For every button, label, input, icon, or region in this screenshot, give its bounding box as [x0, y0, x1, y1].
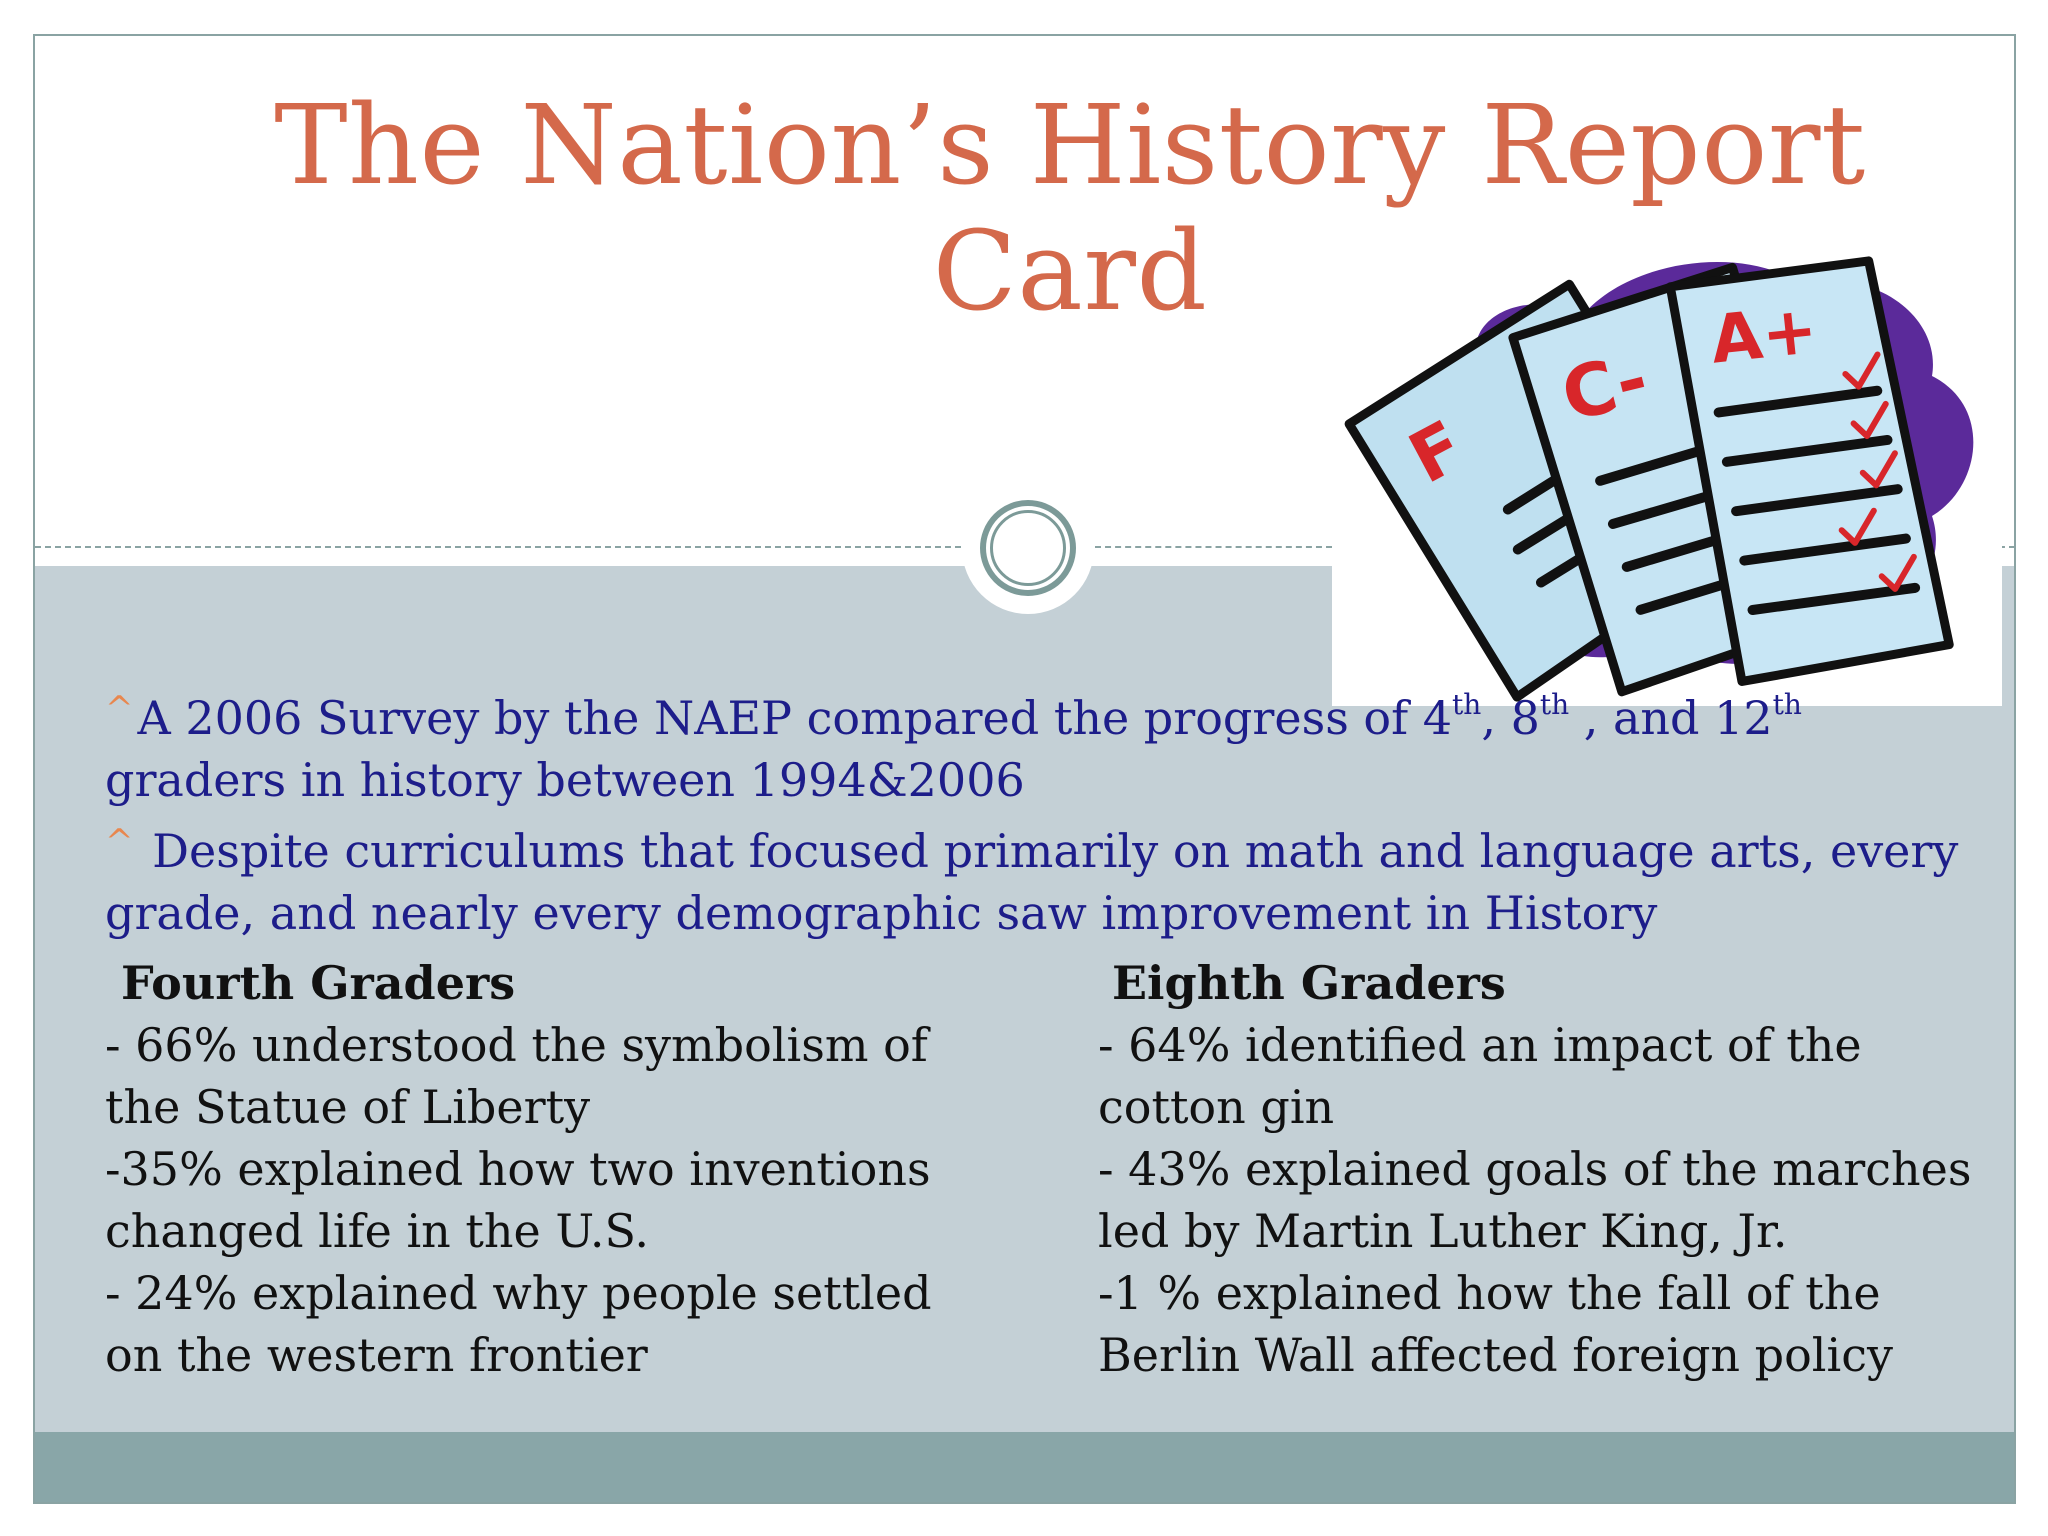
fourth-item-2: -35% explained how two inventions change…: [105, 1142, 931, 1258]
intro-paragraph-2: ^ Despite curriculums that focused prima…: [105, 811, 1965, 944]
slide-frame: The Nation’s History Report Card F C- A: [33, 34, 2016, 1504]
intro-p2-text: Despite curriculums that focused primari…: [105, 824, 1959, 940]
title-line-1: The Nation’s History Report: [274, 81, 1866, 209]
caret-bullet-icon: ^: [105, 689, 134, 729]
slide-title: The Nation’s History Report Card: [175, 82, 1965, 334]
eighth-item-3: -1 % explained how the fall of the Berli…: [1098, 1266, 1893, 1382]
intro-text: ^A 2006 Survey by the NAEP compared the …: [105, 678, 1965, 944]
fourth-graders-heading: Fourth Graders: [121, 956, 516, 1010]
intro-p1-part-d: graders in history between 1994&2006: [105, 753, 1025, 807]
caret-bullet-icon: ^: [105, 822, 134, 862]
fourth-item-3: - 24% explained why people settled on th…: [105, 1266, 932, 1382]
report-cards-clipart-icon: F C- A+: [1332, 226, 2002, 706]
divider-circle-ring-icon: [980, 500, 1076, 596]
eighth-item-2: - 43% explained goals of the marches led…: [1098, 1142, 1972, 1258]
report-card-a-plus: A+: [1665, 256, 1954, 686]
intro-paragraph-1: ^A 2006 Survey by the NAEP compared the …: [105, 678, 1965, 811]
fourth-graders-column: Fourth Graders - 66% understood the symb…: [105, 952, 985, 1386]
intro-p1-sup-b: th: [1539, 688, 1570, 721]
footer-band: [35, 1432, 2014, 1502]
intro-p1-sup-c: th: [1772, 688, 1802, 721]
divider-dashed-left: [35, 546, 961, 548]
grade-c-minus-text: C-: [1554, 336, 1656, 438]
intro-p1-part-b: , 8: [1481, 691, 1540, 745]
divider-circle-inner-ring: [990, 510, 1066, 586]
content-area: [35, 566, 2014, 1471]
eighth-graders-column: Eighth Graders - 64% identified an impac…: [1098, 952, 1978, 1386]
eighth-graders-heading: Eighth Graders: [1112, 956, 1506, 1010]
intro-p1-part-c: , and 12: [1569, 691, 1773, 745]
fourth-item-1: - 66% understood the symbolism of the St…: [105, 1018, 928, 1134]
intro-p1-sup-a: th: [1452, 688, 1482, 721]
title-line-2: Card: [932, 207, 1208, 335]
eighth-item-1: - 64% identified an impact of the cotton…: [1098, 1018, 1862, 1134]
grade-a-plus-text: A+: [1707, 291, 1821, 379]
intro-p1-part-a: A 2006 Survey by the NAEP compared the p…: [137, 691, 1453, 745]
